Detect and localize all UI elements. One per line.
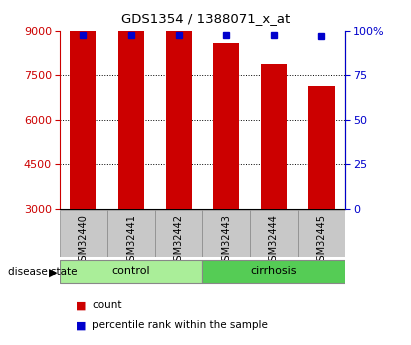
Bar — [166, 28, 192, 209]
Text: disease state: disease state — [8, 267, 78, 276]
Text: GSM32440: GSM32440 — [79, 214, 88, 267]
Bar — [202, 210, 250, 257]
Text: GSM32441: GSM32441 — [126, 214, 136, 267]
Text: GDS1354 / 1388071_x_at: GDS1354 / 1388071_x_at — [121, 12, 290, 25]
Text: ■: ■ — [76, 321, 87, 330]
Bar — [118, 10, 144, 209]
Bar — [250, 210, 298, 257]
Text: control: control — [112, 266, 150, 276]
Bar — [202, 260, 345, 283]
Bar — [60, 260, 202, 283]
Bar — [213, 43, 239, 209]
Bar — [70, 16, 97, 209]
Text: ▶: ▶ — [48, 268, 57, 277]
Bar — [308, 86, 335, 209]
Text: GSM32442: GSM32442 — [173, 214, 184, 267]
Bar — [261, 63, 287, 209]
Text: count: count — [92, 300, 122, 310]
Bar — [60, 210, 107, 257]
Text: ■: ■ — [76, 300, 87, 310]
Bar — [107, 210, 155, 257]
Text: GSM32443: GSM32443 — [221, 214, 231, 267]
Text: GSM32444: GSM32444 — [269, 214, 279, 267]
Bar — [298, 210, 345, 257]
Bar — [155, 210, 202, 257]
Text: cirrhosis: cirrhosis — [251, 266, 297, 276]
Text: percentile rank within the sample: percentile rank within the sample — [92, 321, 268, 330]
Text: GSM32445: GSM32445 — [316, 214, 326, 267]
